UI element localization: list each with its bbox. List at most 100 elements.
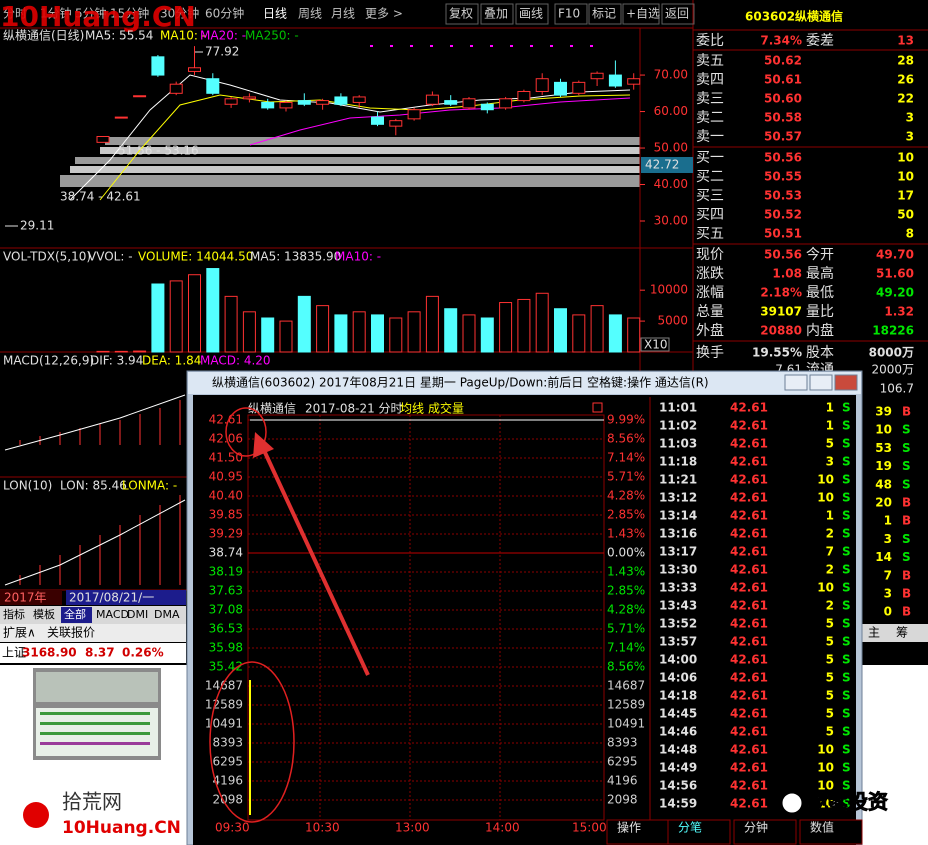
ask-volume: 26 (897, 73, 914, 87)
period-tab[interactable]: 更多 > (365, 7, 403, 21)
volume-bar (554, 308, 567, 353)
toolbar-button-label[interactable]: F10 (558, 7, 580, 21)
volume-bar (169, 280, 183, 353)
trade-volume: 5 (826, 635, 834, 649)
trade-time: 13:57 (659, 635, 697, 649)
indicator-tab[interactable]: 指标 (3, 607, 25, 621)
indicator-tab[interactable]: 全部 (64, 607, 86, 621)
window-control[interactable] (809, 374, 833, 391)
candle-body (206, 78, 220, 94)
window-control[interactable] (784, 374, 808, 391)
toolbar-button-label[interactable]: +自选 (626, 7, 660, 21)
marker-dot (430, 45, 433, 47)
toolbar-button[interactable] (661, 3, 695, 25)
ask-price: 50.61 (764, 73, 802, 87)
period-tab[interactable]: 分时 (3, 7, 27, 21)
volume-bar (389, 317, 403, 353)
toolbar-button-label[interactable]: 复权 (449, 7, 473, 21)
stock-name: 纵横通信 (795, 9, 843, 24)
quote-value: 2.18% (760, 286, 802, 300)
indicator-tab[interactable]: DMI (127, 608, 148, 621)
toolbar-button[interactable] (515, 3, 549, 25)
period-tab[interactable]: 60分钟 (205, 6, 244, 21)
y-tick-label: 5000 (657, 314, 688, 328)
indicator-tab[interactable]: 模板 (33, 607, 55, 621)
period-tab[interactable]: 周线 (298, 7, 322, 21)
period-tab[interactable]: 日线 (263, 7, 287, 21)
period-tab[interactable]: 月线 (331, 7, 355, 21)
toolbar-button[interactable] (445, 3, 479, 25)
logo-circle (23, 802, 49, 828)
toolbar-button[interactable] (554, 3, 588, 25)
toolbar-button[interactable] (480, 3, 514, 25)
volume-header: VOL-TDX(5,10) (3, 250, 91, 264)
price-label: 35.98 (209, 641, 243, 655)
pct-label: 4.28% (607, 603, 645, 617)
candle-body (169, 83, 183, 94)
price-label: 40.95 (209, 470, 243, 484)
trade-price: 42.61 (730, 509, 768, 523)
candle-body (535, 78, 549, 92)
date-label: 2017/08/21/一 (69, 591, 154, 605)
volume-label: 14687 (205, 679, 243, 693)
popup-tab-label[interactable]: 分钟 (744, 820, 768, 835)
candle-body (297, 100, 311, 105)
period-tab[interactable]: 30分钟 (160, 6, 199, 21)
trade-price: 42.61 (730, 491, 768, 505)
trade-volume: 20 (875, 496, 892, 510)
macd-header: MACD: 4.20 (200, 354, 271, 368)
trade-time: 14:06 (659, 671, 697, 685)
price-label: 38.74 (209, 546, 243, 560)
period-tab[interactable]: 5分钟 (75, 6, 107, 21)
trade-volume: 19 (875, 459, 892, 473)
quote-value: 7.34% (760, 34, 802, 48)
popup-tab-label[interactable]: 分笔 (678, 820, 702, 835)
tab-bar (0, 606, 186, 624)
marker-dot (550, 45, 553, 47)
quote-label: 今开 (806, 247, 834, 263)
bid-price: 50.51 (764, 227, 802, 241)
trade-side: B (902, 568, 911, 582)
toolbar-button-label[interactable]: 叠加 (484, 7, 508, 21)
watermark: 乾紫投资 (808, 790, 888, 814)
date-label: 2017年 (4, 591, 47, 605)
side-tab[interactable]: 主 (868, 626, 880, 640)
toolbar-button-label[interactable]: 标记 (592, 7, 616, 21)
trade-time: 13:33 (659, 581, 697, 595)
trade-volume: 10 (817, 581, 834, 595)
link[interactable]: 关联报价 (47, 625, 95, 640)
popup-tab-label[interactable]: 操作 (617, 820, 641, 835)
wechat-icon (781, 792, 803, 814)
trade-price: 42.61 (730, 797, 768, 811)
toolbar-button[interactable] (622, 3, 660, 25)
volume-label: 12589 (205, 698, 243, 712)
window-control[interactable] (834, 374, 858, 391)
trade-volume: 5 (826, 653, 834, 667)
indicator-tab[interactable]: DMA (154, 608, 180, 621)
ask-price: 50.58 (764, 111, 802, 125)
volume-label: 10491 (607, 717, 645, 731)
volume-bar (242, 311, 256, 353)
trade-time: 11:21 (659, 473, 697, 487)
toolbar-button[interactable] (588, 3, 622, 25)
trade-time: 11:03 (659, 437, 697, 451)
link[interactable]: 扩展∧ (3, 626, 36, 640)
trade-volume: 2 (826, 599, 834, 613)
candle-body (279, 101, 293, 109)
quote-label: 现价 (696, 247, 724, 263)
period-tab[interactable]: 15分钟 (110, 6, 149, 21)
macd-header: DIF: 3.94 (90, 354, 143, 368)
trade-time: 11:02 (659, 419, 697, 433)
popup-tab-label[interactable]: 数值 (810, 820, 834, 835)
quote-value: 2000万 (871, 363, 914, 377)
indicator-tab[interactable]: MACD (96, 608, 129, 621)
trade-side: S (842, 617, 851, 631)
side-tab[interactable]: 筹 (896, 626, 908, 640)
candle-body (425, 94, 439, 105)
ask-price: 50.62 (764, 54, 802, 68)
popup-title: 纵横通信(603602) 2017年08月21日 星期一 PageUp/Down… (212, 375, 709, 390)
toolbar-button-label[interactable]: 画线 (519, 7, 543, 21)
toolbar-button-label[interactable]: 返回 (665, 7, 689, 21)
trade-volume: 1 (826, 419, 834, 433)
period-tab[interactable]: 1分钟 (40, 6, 72, 21)
